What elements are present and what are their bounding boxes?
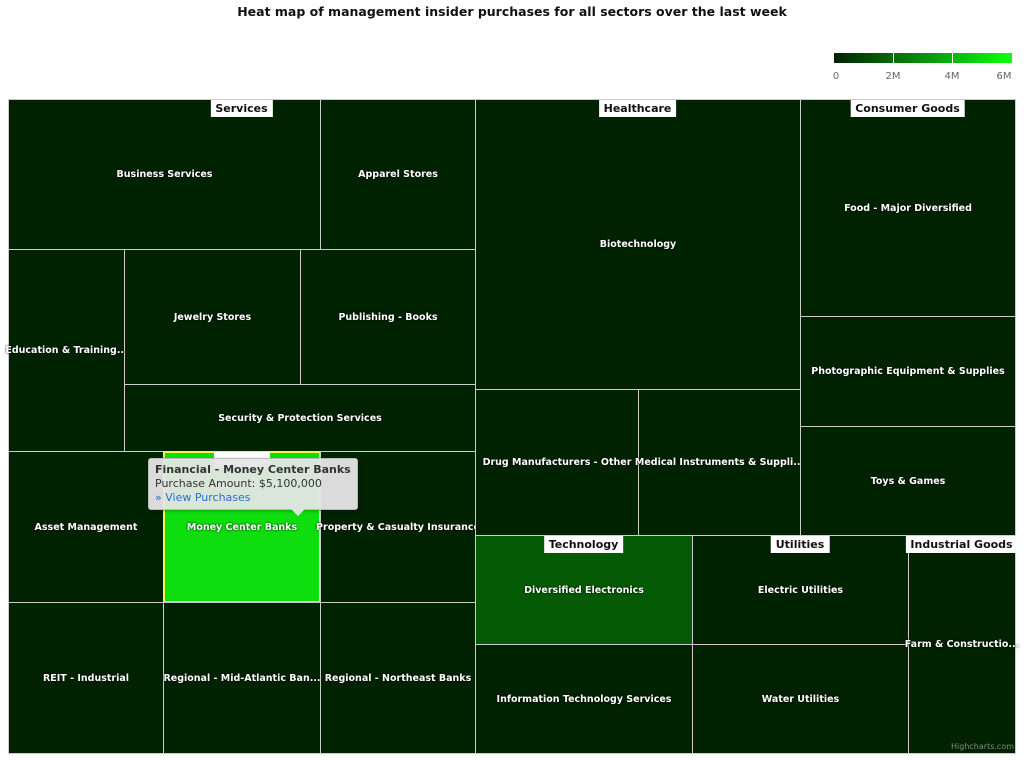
treemap-cell[interactable]: Information Technology Services: [475, 644, 693, 754]
sector-label: Utilities: [770, 536, 830, 553]
cell-label: Diversified Electronics: [524, 584, 644, 596]
treemap-cell[interactable]: Diversified Electronics: [475, 535, 693, 645]
cell-label: Drug Manufacturers - Other: [482, 457, 632, 468]
treemap-cell[interactable]: Asset Management: [8, 451, 164, 603]
cell-label: Jewelry Stores: [173, 311, 252, 323]
treemap-cell[interactable]: Food - Major Diversified: [800, 99, 1016, 317]
treemap-cell[interactable]: Jewelry Stores: [124, 249, 301, 385]
sector-label: Consumer Goods: [850, 100, 965, 117]
treemap-cell[interactable]: Education & Training...: [5, 249, 128, 452]
treemap-cell[interactable]: Publishing - Books: [300, 249, 476, 385]
cell-label: Money Center Banks: [186, 521, 298, 533]
cell-label: Medical Instruments & Suppli...: [634, 457, 805, 468]
cell-label: Electric Utilities: [757, 584, 844, 596]
legend-tick: 2M: [885, 71, 901, 82]
cell-label: Property & Casualty Insurance: [316, 521, 480, 533]
chart-title: Heat map of management insider purchases…: [237, 4, 787, 19]
legend-tick: 0: [832, 71, 840, 82]
tooltip-amount: Purchase Amount: $5,100,000: [155, 477, 322, 490]
cell-label: Food - Major Diversified: [844, 202, 972, 214]
cell-label: Biotechnology: [599, 239, 677, 250]
sector-label: Healthcare: [598, 100, 677, 117]
legend-tick: 6M: [996, 71, 1012, 82]
credits-link[interactable]: Highcharts.com: [951, 742, 1014, 751]
treemap-cell[interactable]: Regional - Mid-Atlantic Ban...: [163, 602, 321, 754]
treemap-cell[interactable]: Water Utilities: [692, 644, 909, 754]
cell-label: Education & Training...: [5, 345, 128, 356]
treemap-cell[interactable]: Farm & Constructio...: [905, 535, 1019, 754]
cell-label: Security & Protection Services: [218, 412, 382, 424]
tooltip: Financial - Money Center Banks Purchase …: [148, 458, 358, 516]
sector-label: Services: [210, 100, 273, 117]
legend-tick: 4M: [944, 71, 960, 82]
cell-label: Farm & Constructio...: [904, 639, 1020, 650]
treemap-cell[interactable]: Medical Instruments & Suppli...: [634, 389, 805, 536]
cell-label: Regional - Northeast Banks: [324, 672, 472, 684]
cell-label: Information Technology Services: [496, 693, 672, 705]
cell-label: Apparel Stores: [358, 169, 438, 180]
cell-label: REIT - Industrial: [42, 672, 130, 684]
color-legend-bar: [834, 53, 1012, 63]
view-purchases-link[interactable]: » View Purchases: [155, 491, 251, 504]
treemap-cell[interactable]: Business Services: [8, 99, 321, 250]
cell-label: Photographic Equipment & Supplies: [811, 366, 1005, 377]
treemap-cell[interactable]: Photographic Equipment & Supplies: [800, 316, 1016, 427]
treemap-cell[interactable]: Electric Utilities: [692, 535, 909, 645]
treemap-cell[interactable]: Security & Protection Services: [124, 384, 476, 452]
cell-label: Water Utilities: [761, 693, 840, 705]
color-legend: 0 2M 4M 6M: [833, 53, 1012, 82]
cell-label: Asset Management: [34, 521, 138, 533]
tooltip-title: Financial - Money Center Banks: [155, 463, 351, 476]
treemap-cell[interactable]: Toys & Games: [800, 426, 1016, 536]
treemap-cell[interactable]: Apparel Stores: [320, 99, 476, 250]
treemap-cell[interactable]: Regional - Northeast Banks: [320, 602, 476, 754]
treemap-cell[interactable]: REIT - Industrial: [8, 602, 164, 754]
cell-label: Toys & Games: [870, 475, 946, 487]
cell-label: Publishing - Books: [338, 311, 438, 323]
sector-label: Technology: [543, 536, 624, 553]
cell-label: Business Services: [116, 169, 213, 180]
treemap-cell[interactable]: Biotechnology: [475, 99, 801, 390]
sector-label: Industrial Goods: [905, 536, 1018, 553]
cell-label: Regional - Mid-Atlantic Ban...: [163, 672, 321, 684]
treemap-cell[interactable]: Drug Manufacturers - Other: [475, 389, 639, 536]
